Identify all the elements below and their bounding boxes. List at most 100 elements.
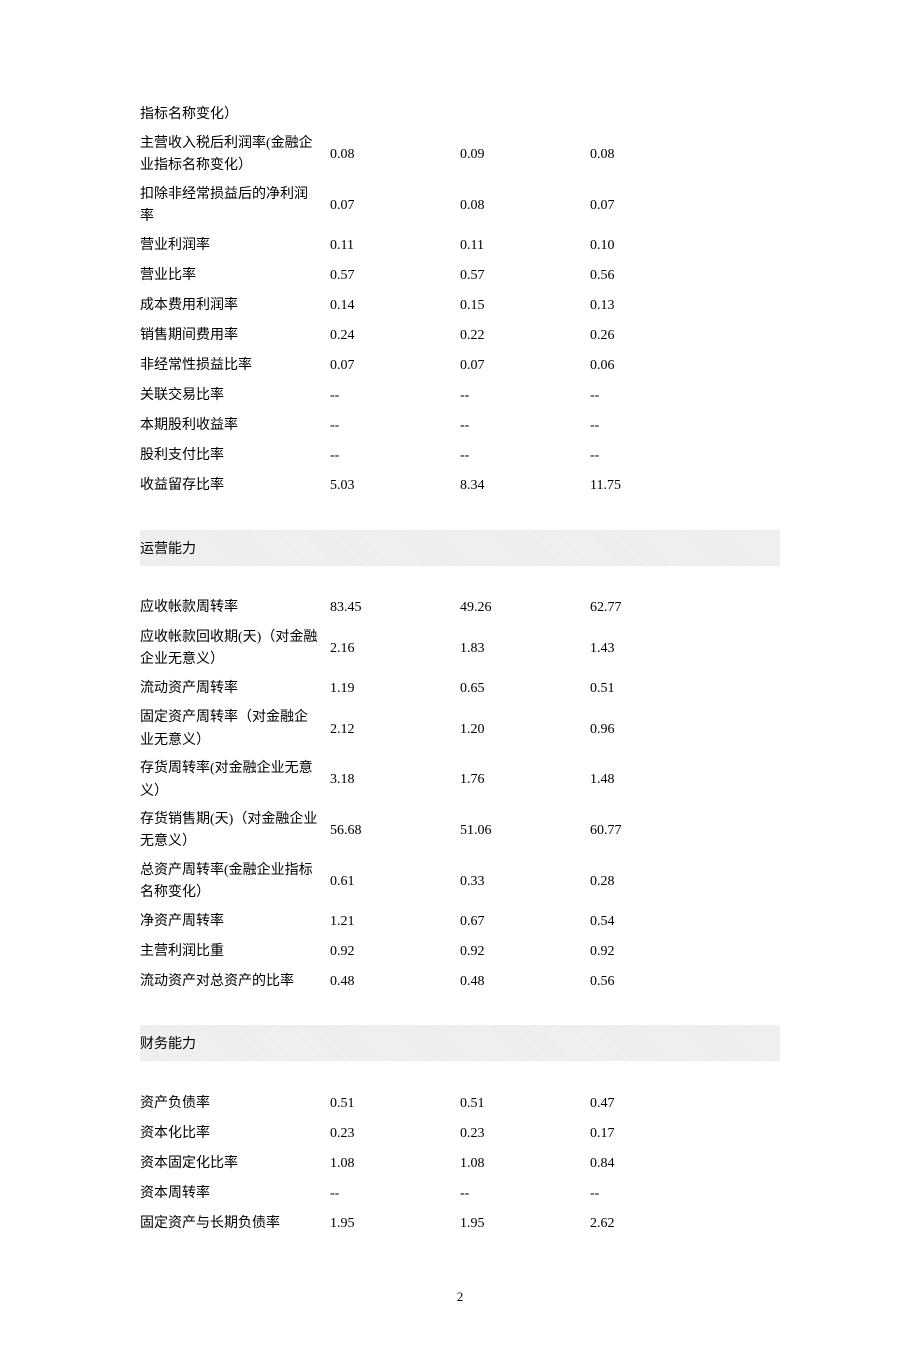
metric-label: 股利支付比率 (140, 445, 330, 467)
metric-value: 0.48 (460, 971, 590, 993)
metric-label: 固定资产周转率（对金融企业无意义） (140, 707, 330, 752)
metric-label: 指标名称变化） (140, 104, 330, 126)
metric-value: 0.92 (590, 941, 720, 963)
table-row: 关联交易比率------ (140, 382, 780, 412)
metric-label: 扣除非经常损益后的净利润率 (140, 184, 330, 229)
metric-label: 流动资产对总资产的比率 (140, 971, 330, 993)
table-row: 总资产周转率(金融企业指标名称变化）0.610.330.28 (140, 857, 780, 908)
table-row: 本期股利收益率------ (140, 412, 780, 442)
metric-value: 0.28 (590, 871, 720, 893)
metric-value: 0.07 (590, 195, 720, 217)
metric-value: 2.62 (590, 1213, 720, 1235)
table-row: 流动资产对总资产的比率0.480.480.56 (140, 967, 780, 997)
metric-value: 0.56 (590, 971, 720, 993)
table-row: 流动资产周转率1.190.650.51 (140, 674, 780, 704)
metric-value: 56.68 (330, 820, 460, 842)
metric-value: 2.12 (330, 719, 460, 741)
table-row: 营业利润率0.110.110.10 (140, 232, 780, 262)
metric-value: 0.84 (590, 1153, 720, 1175)
metric-value: 0.06 (590, 355, 720, 377)
table-row: 资本周转率------ (140, 1179, 780, 1209)
metric-label: 资本周转率 (140, 1183, 330, 1205)
financial-table-section2: 应收帐款周转率83.4549.2662.77应收帐款回收期(天)（对金融企业无意… (140, 594, 780, 998)
table-row: 主营收入税后利润率(金融企业指标名称变化）0.080.090.08 (140, 130, 780, 181)
metric-value: 0.09 (460, 144, 590, 166)
table-row: 应收帐款周转率83.4549.2662.77 (140, 594, 780, 624)
metric-label: 资本化比率 (140, 1123, 330, 1145)
metric-value: 0.08 (590, 144, 720, 166)
metric-value: 1.20 (460, 719, 590, 741)
metric-label: 成本费用利润率 (140, 295, 330, 317)
metric-value: 0.65 (460, 678, 590, 700)
table-row: 存货周转率(对金融企业无意义）3.181.761.48 (140, 755, 780, 806)
table-row: 销售期间费用率0.240.220.26 (140, 322, 780, 352)
table-row: 成本费用利润率0.140.150.13 (140, 292, 780, 322)
metric-value: 0.57 (330, 265, 460, 287)
metric-value: 1.95 (460, 1213, 590, 1235)
metric-label: 流动资产周转率 (140, 678, 330, 700)
page-number: 2 (140, 1289, 780, 1305)
metric-value: -- (460, 1183, 590, 1205)
metric-value: 1.08 (460, 1153, 590, 1175)
table-row: 股利支付比率------ (140, 442, 780, 472)
table-row: 资本固定化比率1.081.080.84 (140, 1149, 780, 1179)
metric-label: 资产负债率 (140, 1093, 330, 1115)
metric-label: 关联交易比率 (140, 385, 330, 407)
metric-value: -- (330, 1183, 460, 1205)
metric-value: -- (460, 415, 590, 437)
metric-value: 62.77 (590, 597, 720, 619)
section-header-finance: 财务能力 (140, 1025, 780, 1061)
metric-value: 0.48 (330, 971, 460, 993)
metric-value: 0.23 (460, 1123, 590, 1145)
metric-label: 存货周转率(对金融企业无意义） (140, 758, 330, 803)
table-row: 主营利润比重0.920.920.92 (140, 937, 780, 967)
metric-label: 固定资产与长期负债率 (140, 1213, 330, 1235)
metric-label: 本期股利收益率 (140, 415, 330, 437)
metric-value: 0.07 (330, 355, 460, 377)
table-row: 固定资产周转率（对金融企业无意义）2.121.200.96 (140, 704, 780, 755)
metric-label: 净资产周转率 (140, 911, 330, 933)
metric-value: -- (590, 385, 720, 407)
table-row: 净资产周转率1.210.670.54 (140, 907, 780, 937)
metric-value: 0.92 (460, 941, 590, 963)
metric-value: 0.17 (590, 1123, 720, 1145)
metric-value: 1.83 (460, 638, 590, 660)
metric-value: 0.57 (460, 265, 590, 287)
metric-value: 0.26 (590, 325, 720, 347)
metric-value: -- (330, 415, 460, 437)
table-row: 指标名称变化） (140, 100, 780, 130)
metric-label: 存货销售期(天)（对金融企业无意义） (140, 809, 330, 854)
metric-value: 0.22 (460, 325, 590, 347)
metric-label: 收益留存比率 (140, 475, 330, 497)
metric-value: 83.45 (330, 597, 460, 619)
financial-table-section3: 资产负债率0.510.510.47资本化比率0.230.230.17资本固定化比… (140, 1089, 780, 1239)
metric-label: 主营收入税后利润率(金融企业指标名称变化） (140, 133, 330, 178)
metric-value: 8.34 (460, 475, 590, 497)
metric-value: 0.11 (330, 235, 460, 257)
metric-value: 0.96 (590, 719, 720, 741)
table-row: 非经常性损益比率0.070.070.06 (140, 352, 780, 382)
table-row: 资产负债率0.510.510.47 (140, 1089, 780, 1119)
metric-value: 49.26 (460, 597, 590, 619)
metric-value: 0.08 (330, 144, 460, 166)
metric-value: 0.15 (460, 295, 590, 317)
metric-value: -- (330, 445, 460, 467)
metric-value: 1.76 (460, 769, 590, 791)
metric-label: 资本固定化比率 (140, 1153, 330, 1175)
metric-value: 5.03 (330, 475, 460, 497)
table-row: 资本化比率0.230.230.17 (140, 1119, 780, 1149)
section-title: 运营能力 (140, 542, 196, 557)
metric-value: 0.07 (330, 195, 460, 217)
table-row: 扣除非经常损益后的净利润率0.070.080.07 (140, 181, 780, 232)
metric-value: 11.75 (590, 475, 720, 497)
metric-value: 0.10 (590, 235, 720, 257)
metric-value: 1.08 (330, 1153, 460, 1175)
section-title: 财务能力 (140, 1037, 196, 1052)
metric-value: 0.61 (330, 871, 460, 893)
table-row: 营业比率0.570.570.56 (140, 262, 780, 292)
metric-value: 60.77 (590, 820, 720, 842)
metric-value: 0.08 (460, 195, 590, 217)
metric-value: 0.47 (590, 1093, 720, 1115)
metric-value: -- (460, 385, 590, 407)
metric-value: 1.48 (590, 769, 720, 791)
